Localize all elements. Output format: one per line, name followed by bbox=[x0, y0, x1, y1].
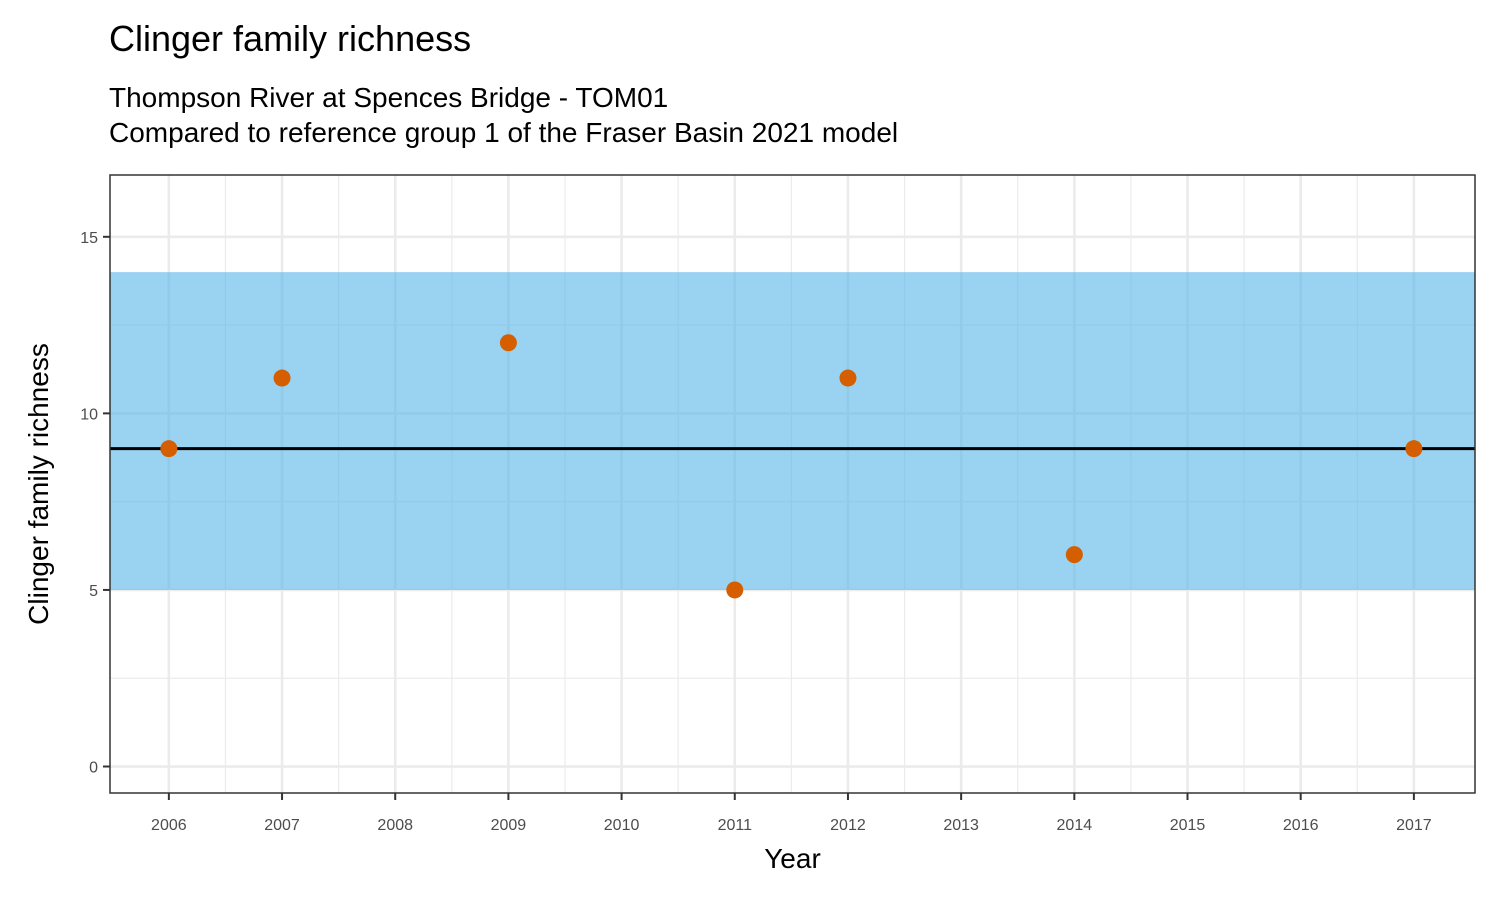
y-tick-label: 0 bbox=[89, 760, 98, 777]
x-axis-title: Year bbox=[764, 843, 821, 874]
chart-title: Clinger family richness bbox=[109, 18, 472, 59]
x-tick-label: 2011 bbox=[718, 817, 753, 834]
y-axis-title: Clinger family richness bbox=[23, 343, 54, 625]
data-point bbox=[273, 369, 291, 387]
y-tick-label: 15 bbox=[80, 230, 98, 247]
subtitle-line-1: Thompson River at Spences Bridge - TOM01 bbox=[109, 82, 669, 113]
x-tick-label: 2015 bbox=[1170, 817, 1206, 834]
x-tick-label: 2012 bbox=[830, 817, 866, 834]
x-tick-label: 2014 bbox=[1057, 817, 1093, 834]
data-points bbox=[160, 334, 1423, 599]
x-tick-label: 2010 bbox=[604, 817, 640, 834]
reference-band bbox=[110, 272, 1475, 590]
y-tick-label: 5 bbox=[89, 583, 98, 600]
subtitle-line-2: Compared to reference group 1 of the Fra… bbox=[109, 117, 899, 148]
data-point bbox=[160, 440, 178, 458]
chart-subtitle: Thompson River at Spences Bridge - TOM01… bbox=[109, 80, 898, 150]
x-tick-label: 2013 bbox=[943, 817, 979, 834]
x-tick-label: 2007 bbox=[264, 817, 300, 834]
data-point bbox=[499, 334, 517, 352]
data-point bbox=[839, 369, 857, 387]
data-point bbox=[726, 581, 744, 599]
y-axis: 0 5 10 15 bbox=[80, 230, 110, 777]
y-tick-label: 10 bbox=[80, 406, 98, 423]
panel-border bbox=[109, 174, 1476, 794]
data-point bbox=[1405, 440, 1423, 458]
x-tick-label: 2008 bbox=[377, 817, 413, 834]
x-tick-label: 2017 bbox=[1396, 817, 1432, 834]
x-axis: 2006 2007 2008 2009 2010 2011 2012 2013 2014 2015… bbox=[151, 793, 1432, 834]
x-tick-label: 2006 bbox=[151, 817, 187, 834]
x-tick-label: 2016 bbox=[1283, 817, 1319, 834]
data-point bbox=[1065, 546, 1083, 564]
x-tick-label: 2009 bbox=[491, 817, 527, 834]
